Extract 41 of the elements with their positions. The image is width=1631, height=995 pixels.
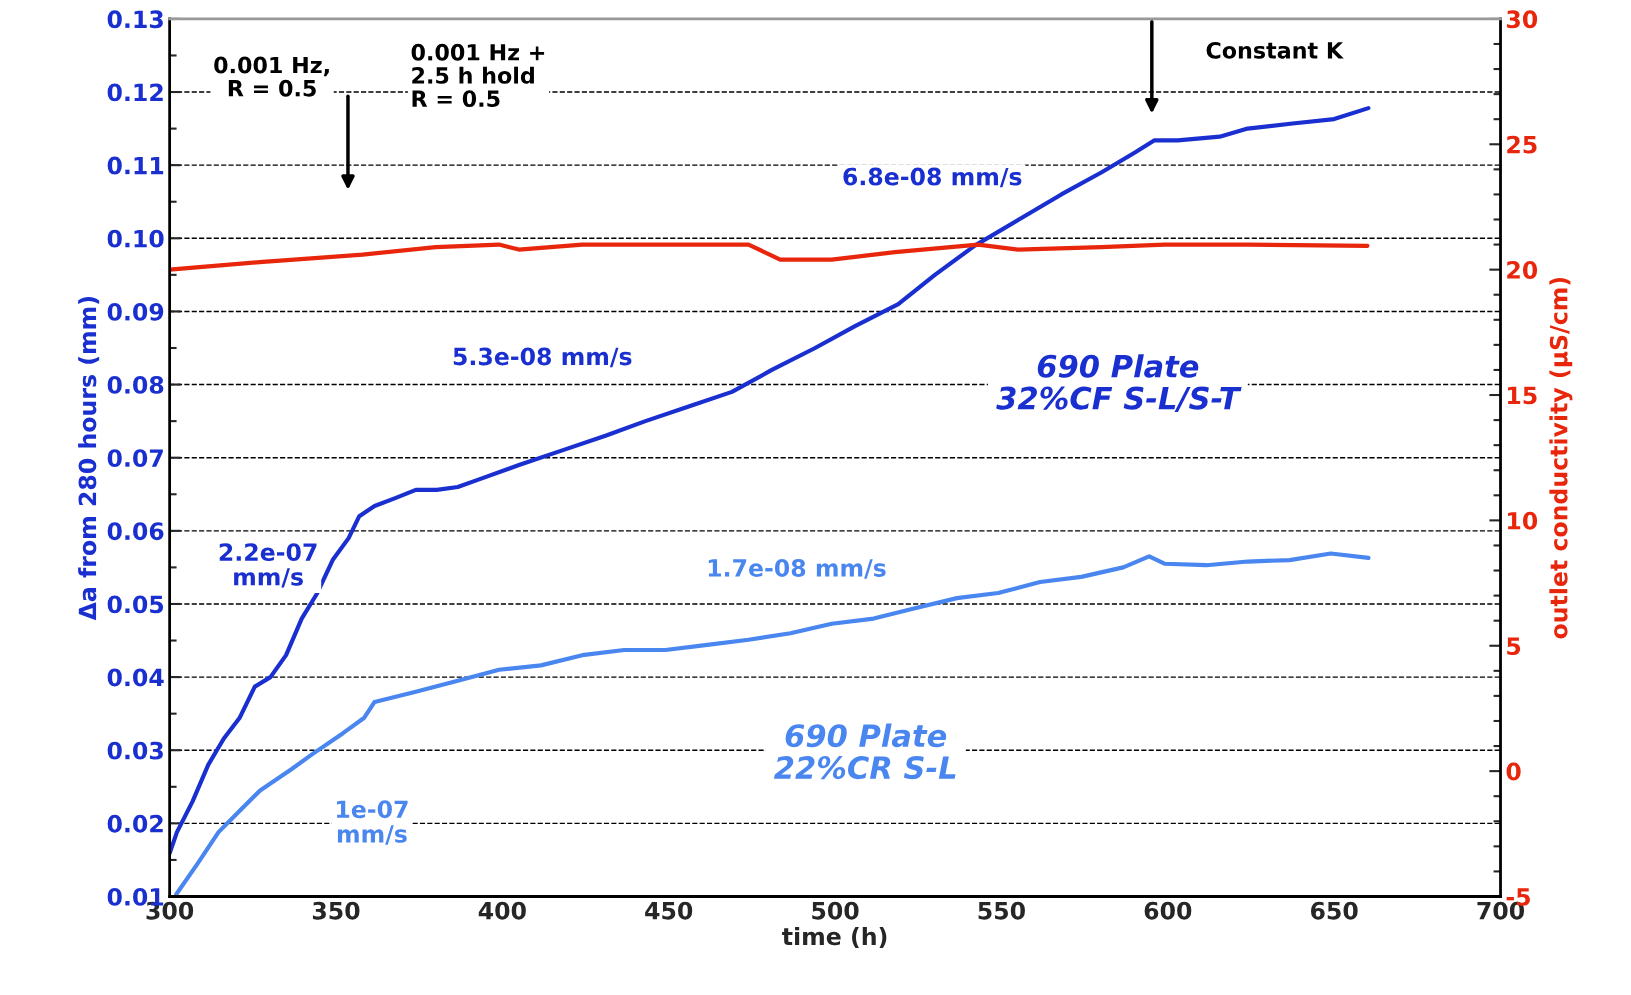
- annotation: Constant K: [1206, 41, 1344, 59]
- line-series: [169, 242, 1370, 272]
- x-tick-label: 350: [312, 901, 360, 920]
- annotation: 2.2e-07 mm/s: [219, 543, 317, 588]
- annotation: 5.3e-08 mm/s: [453, 347, 632, 368]
- y2-tick-label: 10: [1508, 511, 1538, 530]
- annotation: 6.8e-08 mm/s: [843, 167, 1022, 188]
- y2-tick-label: 20: [1507, 261, 1538, 279]
- y-tick-label: 0.04: [107, 668, 164, 687]
- y2-tick-label: 0: [1506, 762, 1521, 781]
- y-tick-label: 0.12: [107, 83, 163, 102]
- y-tick-label: 0.10: [107, 229, 164, 248]
- annotation: 690 Plate 22%CR S-L: [773, 723, 956, 780]
- y-tick-label: 0.03: [107, 741, 163, 760]
- annotation: 1.7e-08 mm/s: [708, 559, 886, 579]
- y2-axis-title: outlet conductivity (μS/cm): [1549, 277, 1573, 639]
- y-tick-label: 0.13: [107, 10, 163, 29]
- y-tick-label: 0.05: [107, 595, 164, 614]
- y-tick-label: 0.06: [107, 522, 164, 541]
- y-tick-label: 0.09: [107, 302, 164, 321]
- x-tick-label: 400: [478, 901, 526, 920]
- y2-tick-label: 30: [1506, 10, 1538, 29]
- annotation: 1e-07 mm/s: [337, 800, 408, 845]
- y-tick-label: 0.08: [107, 376, 164, 394]
- annotation: 690 Plate 32%CF S-L/S-T: [996, 354, 1242, 413]
- x-tick-label: 650: [1310, 901, 1358, 920]
- y-tick-label: 0.02: [107, 814, 163, 833]
- y-tick-label: 0.07: [107, 449, 163, 468]
- x-tick-label: 600: [1144, 901, 1192, 920]
- y-tick-label: 0.11: [107, 156, 164, 175]
- y2-tick-label: 25: [1507, 135, 1537, 154]
- x-tick-label: 500: [812, 901, 859, 920]
- x-tick-label: 550: [978, 901, 1025, 920]
- x-tick-label: 450: [645, 901, 693, 920]
- y2-tick-label: 15: [1508, 386, 1537, 405]
- annotation: 0.001 Hz + 2.5 h hold R = 0.5: [411, 43, 545, 108]
- annotation: 0.001 Hz, R = 0.5: [214, 56, 329, 97]
- y2-tick-label: 5: [1507, 637, 1521, 656]
- x-axis-title: time (h): [782, 926, 887, 949]
- line-series: [169, 106, 1371, 856]
- y-axis-title: Δa from 280 hours (mm): [78, 297, 100, 621]
